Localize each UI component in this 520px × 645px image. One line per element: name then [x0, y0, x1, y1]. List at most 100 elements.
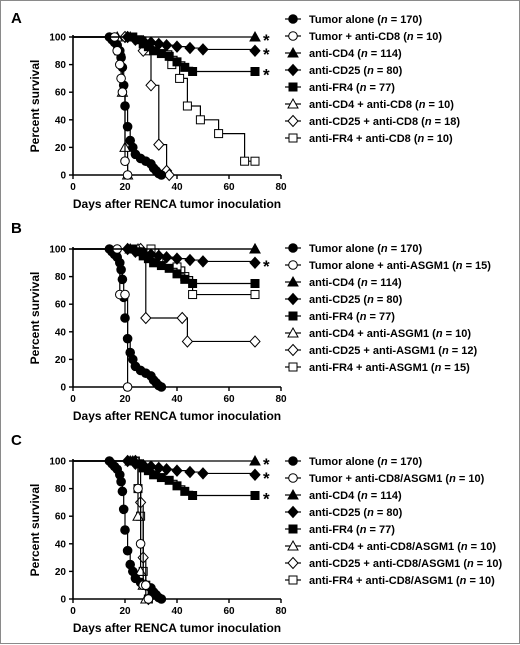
data-point — [117, 486, 128, 497]
data-point — [156, 473, 166, 483]
y-tick-label: 20 — [55, 143, 67, 154]
data-point — [188, 67, 198, 76]
data-point — [160, 251, 173, 264]
legend-label: anti-CD4 (n = 114) — [309, 48, 402, 60]
data-point — [184, 465, 196, 479]
legend: Tumor alone (n = 170) Tumor + anti-CD8/AS… — [285, 456, 503, 587]
legend-marker — [287, 539, 299, 551]
significance-star: * — [263, 490, 270, 509]
legend-label: Tumor alone (n = 170) — [309, 456, 423, 468]
legend-label: Tumor + anti-CD8/ASGM1 (n = 10) — [309, 473, 485, 485]
legend-marker — [287, 292, 299, 306]
survival-curve — [73, 248, 129, 387]
legend-label: anti-FR4 (n = 77) — [309, 311, 395, 323]
data-point — [180, 62, 190, 72]
legend-item: anti-FR4 + anti-CD8/ASGM1 (n = 10) — [285, 575, 495, 587]
legend-item: anti-CD25 + anti-CD8/ASGM1 (n = 10) — [285, 556, 503, 570]
y-tick-label: 100 — [49, 457, 66, 468]
series-4: * — [73, 30, 270, 64]
legend-item: anti-FR4 + anti-ASGM1 (n = 15) — [285, 362, 470, 374]
legend-item: anti-CD4 + anti-CD8 (n = 10) — [285, 97, 454, 111]
data-point — [195, 115, 205, 125]
legend-marker — [288, 260, 298, 270]
data-point — [141, 580, 151, 591]
legend-item: anti-CD4 + anti-CD8/ASGM1 (n = 10) — [285, 539, 496, 553]
data-point — [249, 242, 261, 254]
legend-label: anti-CD4 + anti-CD8 (n = 10) — [309, 99, 454, 111]
panel-letter: C — [11, 432, 22, 449]
x-axis-title: Days after RENCA tumor inoculation — [73, 621, 281, 635]
y-tick-label: 60 — [55, 300, 67, 311]
legend-label: anti-CD25 + anti-CD8 (n = 18) — [309, 116, 460, 128]
panel-letter: A — [11, 10, 22, 27]
legend-item: anti-CD25 + anti-CD8 (n = 18) — [285, 114, 460, 128]
legend-marker — [288, 362, 298, 372]
legend-marker — [288, 31, 298, 41]
data-point — [135, 539, 146, 549]
y-tick-label: 20 — [55, 567, 67, 578]
legend-label: anti-CD25 (n = 80) — [309, 507, 403, 519]
data-point — [115, 59, 125, 70]
series-3 — [73, 242, 261, 254]
x-tick-label: 40 — [171, 182, 183, 193]
y-tick-label: 20 — [55, 355, 67, 366]
series-3: * — [73, 30, 270, 50]
data-point — [175, 73, 185, 83]
legend-label: anti-CD25 + anti-ASGM1 (n = 12) — [309, 345, 477, 357]
data-point — [156, 170, 167, 180]
legend: Tumor alone (n = 170) Tumor + anti-CD8 (n… — [285, 14, 460, 145]
data-point — [249, 454, 261, 466]
series-4: * — [73, 242, 270, 276]
data-point — [145, 460, 157, 473]
data-point — [156, 49, 166, 59]
legend-item: anti-FR4 + anti-CD8 (n = 10) — [285, 133, 453, 145]
significance-star: * — [263, 31, 270, 50]
legend-label: anti-CD25 + anti-CD8/ASGM1 (n = 10) — [309, 558, 503, 570]
legend-item: Tumor alone (n = 170) — [285, 243, 423, 255]
data-point — [122, 382, 133, 392]
legend-label: anti-CD4 (n = 114) — [309, 277, 402, 289]
legend-marker — [288, 133, 298, 143]
y-tick-label: 60 — [55, 512, 67, 523]
legend-item: anti-FR4 (n = 77) — [285, 524, 395, 536]
legend-marker — [288, 82, 298, 92]
data-point — [188, 491, 198, 500]
data-point — [153, 461, 165, 475]
legend-marker — [287, 46, 299, 58]
data-point — [197, 255, 209, 268]
x-tick-label: 20 — [119, 182, 131, 193]
legend-marker — [287, 97, 299, 109]
data-point — [160, 463, 173, 476]
legend-marker — [287, 556, 299, 570]
legend-item: anti-CD4 (n = 114) — [285, 488, 402, 502]
data-point — [197, 467, 209, 480]
x-tick-label: 0 — [70, 606, 76, 617]
legend-label: anti-CD4 + anti-ASGM1 (n = 10) — [309, 328, 471, 340]
survival-chart-b: B 0 20 40 60 80 100 0 20 40 60 80 Days after RENCA t… — [11, 220, 491, 423]
series-5: * — [73, 32, 270, 85]
legend-label: anti-FR4 + anti-ASGM1 (n = 15) — [309, 362, 470, 374]
legend-item: anti-CD25 (n = 80) — [285, 63, 403, 77]
data-point — [250, 67, 260, 76]
legend-marker — [287, 114, 299, 128]
data-point — [249, 256, 261, 270]
data-point — [117, 87, 128, 97]
legend-marker — [287, 326, 299, 338]
data-point — [112, 46, 122, 56]
legend-marker — [288, 456, 298, 466]
legend-marker — [288, 524, 298, 534]
legend-marker — [288, 243, 298, 253]
data-point — [120, 525, 130, 535]
data-point — [153, 37, 165, 51]
data-point — [249, 335, 261, 348]
legend-marker — [287, 343, 299, 357]
legend-item: anti-FR4 (n = 77) — [285, 311, 395, 323]
y-axis-title: Percent survival — [28, 272, 42, 365]
legend-marker — [288, 14, 298, 24]
y-tick-label: 100 — [49, 33, 66, 44]
data-point — [181, 335, 194, 348]
series-5: * — [73, 456, 270, 509]
data-point — [164, 263, 174, 273]
